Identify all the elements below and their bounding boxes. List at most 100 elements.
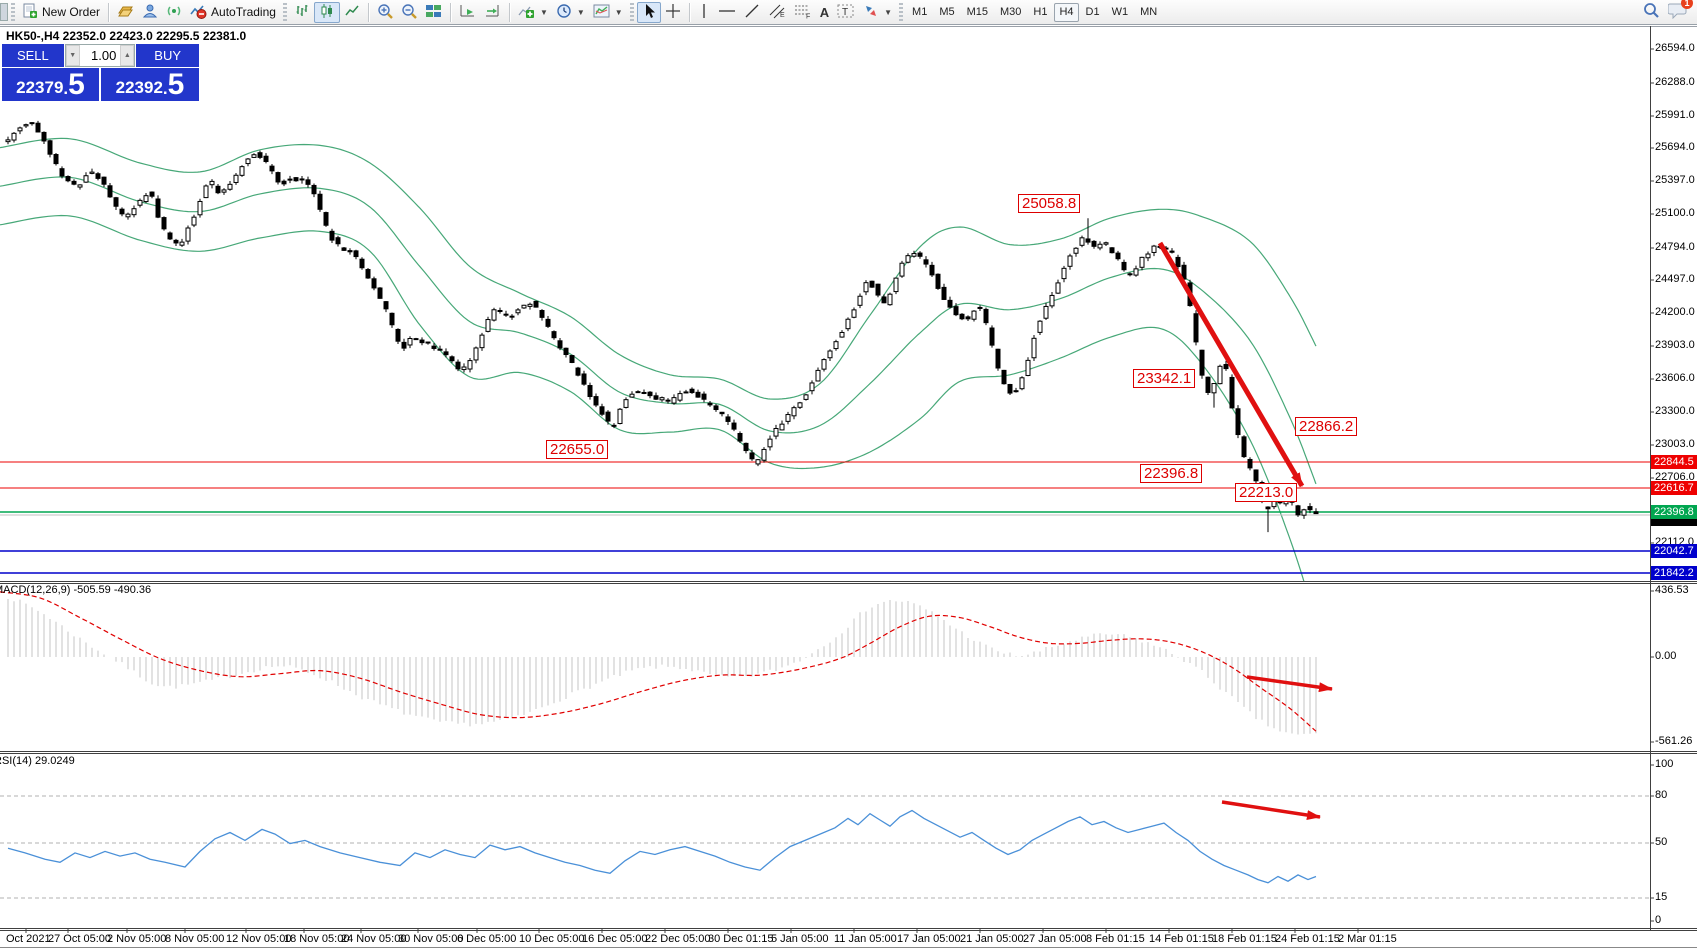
signals-button[interactable] xyxy=(162,2,186,23)
bar-chart-mode-button[interactable] xyxy=(290,2,314,23)
arrows-tool-button[interactable]: ▼ xyxy=(859,2,896,23)
zoom-in-button[interactable] xyxy=(373,2,397,23)
price-callout: 22866.2 xyxy=(1295,417,1358,436)
line-chart-mode-button[interactable] xyxy=(340,2,364,23)
zoom-out-button[interactable] xyxy=(397,2,421,23)
dropdown-caret: ▼ xyxy=(884,7,893,17)
price-tick-label: 23300.0 xyxy=(1655,405,1695,417)
autotrading-button[interactable]: AutoTrading xyxy=(186,2,280,23)
price-callout: 25058.8 xyxy=(1018,194,1081,213)
periods-button[interactable]: ▼ xyxy=(552,2,589,23)
timeframe-m5[interactable]: M5 xyxy=(939,5,955,18)
zoom-in-icon xyxy=(377,3,393,22)
time-axis-label: 27 Oct 05:00 xyxy=(48,933,111,945)
vertical-line-tool-button[interactable] xyxy=(694,2,714,23)
terminal-button[interactable] xyxy=(138,2,162,23)
buy-price[interactable]: 22392. 5 xyxy=(101,68,199,101)
price-callout: 22655.0 xyxy=(546,440,609,459)
clipped-left-icon xyxy=(0,3,8,21)
toolbar-grip xyxy=(282,3,287,21)
time-axis-label: 12 Nov 05:00 xyxy=(226,933,292,945)
price-level-label: 22616.7 xyxy=(1651,481,1697,495)
text-label-icon: T xyxy=(837,3,855,22)
rsi-scale-label: 50 xyxy=(1655,836,1668,848)
timeframe-h1[interactable]: H1 xyxy=(1033,5,1048,18)
sell-price-main: 22379 xyxy=(16,78,64,97)
timeframe-m30[interactable]: M30 xyxy=(1000,5,1022,18)
rsi-line xyxy=(7,809,1317,884)
volume-decrease-button[interactable]: ▼ xyxy=(65,45,80,66)
indicators-button[interactable]: ▼ xyxy=(514,2,552,23)
time-axis-label: 27 Jan 05:00 xyxy=(1023,933,1087,945)
time-axis-label: 18 Feb 01:15 xyxy=(1212,933,1277,945)
line-chart-icon xyxy=(344,3,360,22)
price-tick-label: 24200.0 xyxy=(1655,306,1695,318)
timeframe-m15[interactable]: M15 xyxy=(966,5,988,18)
notification-badge: 1 xyxy=(1681,0,1693,9)
rsi-pane xyxy=(0,795,1650,899)
price-tick-label: 26288.0 xyxy=(1655,76,1695,88)
buy-button[interactable]: BUY xyxy=(135,44,199,67)
timeframe-mn[interactable]: MN xyxy=(1140,5,1158,18)
periods-clock-icon xyxy=(556,3,572,22)
svg-text:T: T xyxy=(842,7,848,18)
price-tick-label: 25100.0 xyxy=(1655,207,1695,219)
text-icon: A xyxy=(819,4,830,20)
chart-title: HK50-,H4 22352.0 22423.0 22295.5 22381.0 xyxy=(6,29,247,43)
frame xyxy=(0,26,1697,933)
charts-profile-button[interactable] xyxy=(113,2,138,23)
timeframe-bar: M1 M5 M15 M30 H1 H4 D1 W1 MN xyxy=(906,2,1163,22)
templates-button[interactable]: ▼ xyxy=(589,2,627,23)
fibonacci-icon: F xyxy=(794,3,812,22)
rsi-scale-label: 0 xyxy=(1655,914,1662,926)
timeframe-w1[interactable]: W1 xyxy=(1111,5,1129,18)
channel-tool-button[interactable]: E xyxy=(764,2,790,23)
time-axis-label: 2 Mar 01:15 xyxy=(1338,933,1397,945)
notifications-button[interactable]: 1 xyxy=(1667,0,1693,24)
time-axis-label: 5 Jan 05:00 xyxy=(771,933,829,945)
candlestick-mode-button[interactable] xyxy=(313,1,340,23)
horizontal-line-tool-button[interactable] xyxy=(714,2,740,23)
text-tool-button[interactable]: A xyxy=(816,2,833,23)
toolbar-separator xyxy=(508,2,510,22)
svg-text:F: F xyxy=(806,13,810,19)
chart-window[interactable]: HK50-,H4 22352.0 22423.0 22295.5 22381.0… xyxy=(0,26,1697,947)
price-tick-label: 23606.0 xyxy=(1655,372,1695,384)
cursor-tool-button[interactable] xyxy=(636,1,661,23)
timeframe-h4[interactable]: H4 xyxy=(1054,2,1079,22)
zoom-out-icon xyxy=(401,3,417,22)
volume-increase-button[interactable]: ▲ xyxy=(120,45,135,66)
chart-canvas[interactable] xyxy=(0,26,1697,947)
time-axis-label: Oct 2021 xyxy=(6,933,51,945)
price-tick-label: 23003.0 xyxy=(1655,438,1695,450)
tile-windows-button[interactable] xyxy=(421,2,446,23)
time-axis-label: 8 Feb 01:15 xyxy=(1086,933,1145,945)
macd-pane xyxy=(0,591,1317,735)
trendline-tool-button[interactable] xyxy=(740,2,764,23)
horizontal-line-icon xyxy=(718,3,736,22)
price-tick-label: 22706.0 xyxy=(1655,471,1695,483)
trendline-icon xyxy=(744,3,760,22)
toolbar-grip xyxy=(11,3,15,21)
new-order-button[interactable]: New Order xyxy=(18,2,104,23)
auto-scroll-button[interactable] xyxy=(455,2,480,23)
chart-shift-button[interactable] xyxy=(480,2,505,23)
search-icon[interactable] xyxy=(1642,1,1660,24)
fibonacci-tool-button[interactable]: F xyxy=(790,2,816,23)
timeframe-m1[interactable]: M1 xyxy=(912,5,928,18)
equidistant-channel-icon: E xyxy=(768,3,786,22)
time-axis-label: 11 Jan 05:00 xyxy=(834,933,897,945)
sell-price[interactable]: 22379. 5 xyxy=(2,68,99,101)
timeframe-d1[interactable]: D1 xyxy=(1085,5,1100,18)
crosshair-tool-button[interactable] xyxy=(661,2,685,23)
level-lines xyxy=(0,461,1650,574)
trend-arrows xyxy=(1157,241,1333,820)
volume-value[interactable]: 1.00 xyxy=(91,48,117,63)
signals-icon xyxy=(166,3,182,22)
text-label-tool-button[interactable]: T xyxy=(833,2,859,23)
sell-price-frac: 5 xyxy=(68,68,85,101)
chart-shift-icon xyxy=(484,3,501,22)
sell-button[interactable]: SELL xyxy=(2,44,65,67)
red-trend-arrow xyxy=(1157,241,1305,488)
